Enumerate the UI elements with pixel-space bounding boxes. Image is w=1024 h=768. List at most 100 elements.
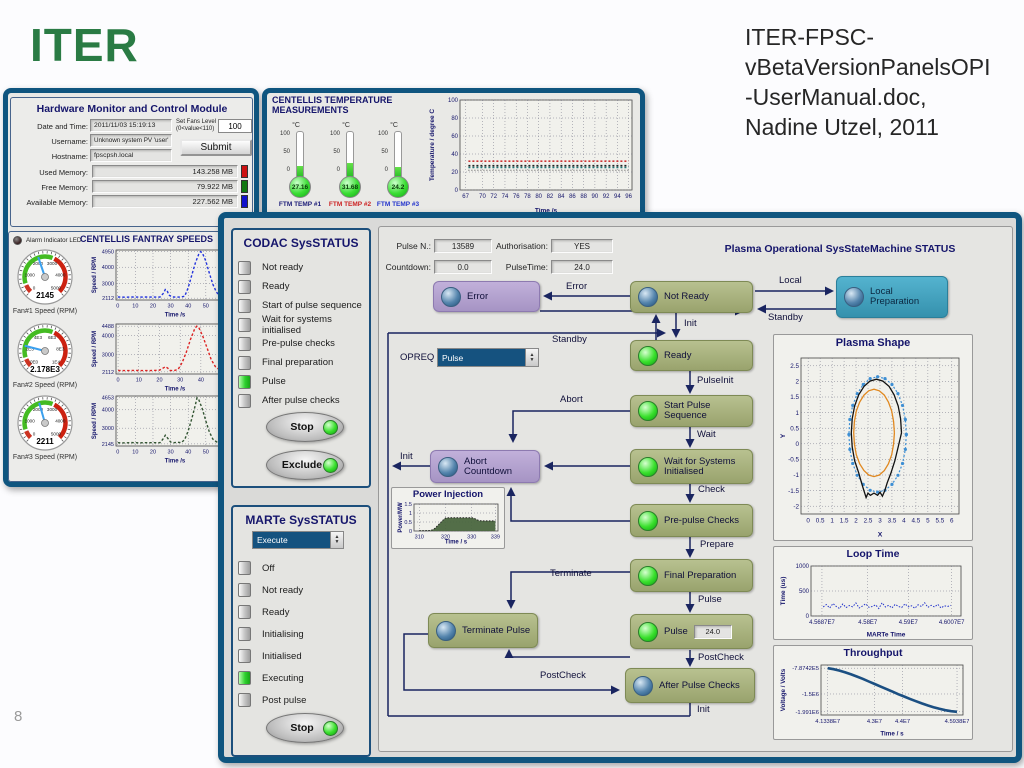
svg-text:1.5: 1.5 xyxy=(790,394,799,401)
svg-text:0: 0 xyxy=(117,378,120,384)
spinner-icon[interactable]: ▲ ▼ xyxy=(525,349,538,366)
status-item: Ready xyxy=(238,277,368,296)
status-item-label: Initialised xyxy=(262,650,302,662)
svg-text:40: 40 xyxy=(185,304,191,310)
svg-text:X: X xyxy=(878,532,883,539)
status-led-icon xyxy=(238,279,251,294)
svg-text:2: 2 xyxy=(854,517,858,524)
username-field: Unknown system PV 'user' xyxy=(90,134,172,147)
svg-text:0: 0 xyxy=(806,614,810,620)
svg-text:3000: 3000 xyxy=(102,353,114,359)
svg-text:4.5687E7: 4.5687E7 xyxy=(809,620,835,626)
svg-text:Time (us): Time (us) xyxy=(780,577,787,606)
thermometer-value: 24.2 xyxy=(387,176,409,198)
svg-text:10: 10 xyxy=(132,450,138,456)
svg-text:2.178E3: 2.178E3 xyxy=(30,365,60,374)
submit-button[interactable]: Submit xyxy=(180,139,252,156)
edge-label-postcheck: PostCheck xyxy=(698,652,744,663)
used-memory-label: Used Memory: xyxy=(39,168,88,177)
svg-text:310: 310 xyxy=(415,535,424,541)
scale-100: 100 xyxy=(279,131,290,137)
svg-text:1000: 1000 xyxy=(25,418,36,423)
state-pulse: Pulse 24.0 xyxy=(630,614,753,649)
state-label: Not Ready xyxy=(664,291,709,303)
page-number: 8 xyxy=(14,708,23,725)
svg-text:Voltage / Volts: Voltage / Volts xyxy=(780,668,787,711)
edge-label-standby: Standby xyxy=(768,312,803,323)
alarm-led-icon xyxy=(13,236,22,245)
status-led-icon xyxy=(238,374,251,389)
opreq-dropdown[interactable]: Pulse ▲ ▼ xyxy=(437,348,539,367)
svg-text:30: 30 xyxy=(168,304,174,310)
status-item: Initialising xyxy=(238,623,368,645)
svg-text:2000: 2000 xyxy=(33,261,44,266)
spinner-icon[interactable]: ▲ ▼ xyxy=(330,532,343,548)
status-item: Start of pulse sequence xyxy=(238,296,368,315)
state-after-pulse-checks: After Pulse Checks xyxy=(625,668,755,703)
svg-text:20: 20 xyxy=(150,450,156,456)
svg-text:4.6007E7: 4.6007E7 xyxy=(939,620,965,626)
status-item: After pulse checks xyxy=(238,391,368,410)
edge-label-error: Error xyxy=(566,281,588,292)
codac-stop-button[interactable]: Stop xyxy=(266,412,344,442)
svg-text:Time /s: Time /s xyxy=(535,208,558,215)
svg-text:3000: 3000 xyxy=(47,407,58,412)
fan3-caption: Fan#3 Speed (RPM) xyxy=(12,454,78,461)
fan2-chart: 010203040502112300040004488Time /sSpeed … xyxy=(92,323,235,392)
free-memory-field: 79.922 MB xyxy=(92,180,238,193)
plasma-shape-chart: 0 0.5 1 1.5 2 2.5 3 3.5 4 4.5 5 5.5 6 -2 -1.5 -1 -0.5 0 0.… xyxy=(780,357,960,539)
status-item-label: Pre-pulse checks xyxy=(262,338,335,349)
state-local-preparation: Local Preparation xyxy=(836,276,948,318)
svg-text:2.5: 2.5 xyxy=(864,517,873,524)
status-led-icon xyxy=(238,561,251,575)
state-label: After Pulse Checks xyxy=(659,679,740,691)
svg-text:4000: 4000 xyxy=(55,272,66,277)
svg-text:Time / s: Time / s xyxy=(880,731,904,738)
svg-text:40: 40 xyxy=(198,378,204,384)
iter-logo: ITER xyxy=(30,19,139,71)
svg-text:20: 20 xyxy=(150,304,156,310)
svg-text:88: 88 xyxy=(580,194,587,200)
edge-label-postcheck-2: PostCheck xyxy=(540,670,586,681)
free-memory-label: Free Memory: xyxy=(41,183,88,192)
svg-text:1000: 1000 xyxy=(796,564,810,570)
throughput-title: Throughput xyxy=(843,647,903,659)
svg-text:0.5: 0.5 xyxy=(816,517,825,524)
marte-mode-dropdown[interactable]: Execute ▲ ▼ xyxy=(252,531,344,549)
scale-100: 100 xyxy=(329,131,340,137)
marte-stop-button[interactable]: Stop xyxy=(266,713,344,743)
svg-text:4488: 4488 xyxy=(102,324,114,330)
username-label: Username: xyxy=(51,137,88,146)
svg-text:67: 67 xyxy=(462,194,469,200)
status-led-icon xyxy=(238,393,251,408)
svg-text:92: 92 xyxy=(603,194,610,200)
status-item: Executing xyxy=(238,667,368,689)
led-icon xyxy=(638,621,658,642)
svg-text:30: 30 xyxy=(168,450,174,456)
svg-text:-2: -2 xyxy=(793,503,799,510)
alarm-led-label: Alarm Indicator LED xyxy=(26,237,82,244)
status-led-icon xyxy=(238,605,251,619)
status-item-label: Ready xyxy=(262,281,290,292)
svg-text:0: 0 xyxy=(455,188,459,194)
led-icon xyxy=(638,287,658,307)
scale-0: 0 xyxy=(336,167,340,173)
dropdown-value: Execute xyxy=(253,532,330,548)
svg-text:2112: 2112 xyxy=(102,370,114,376)
codac-exclude-button[interactable]: Exclude xyxy=(266,450,344,480)
led-icon xyxy=(638,456,658,477)
svg-text:8E3: 8E3 xyxy=(56,346,65,351)
svg-text:84: 84 xyxy=(558,194,565,200)
countdown-field: 0.0 xyxy=(434,260,492,274)
svg-text:0: 0 xyxy=(33,286,36,291)
status-led-icon xyxy=(238,355,251,370)
power-injection-title: Power Injection xyxy=(412,489,484,500)
marte-status-list: Off Not ready Ready Initialising Initialised… xyxy=(238,557,368,711)
svg-text:72: 72 xyxy=(490,194,497,200)
status-item: Final preparation xyxy=(238,353,368,372)
fans-level-input[interactable] xyxy=(218,119,252,133)
caption-line: ITER-FPSC- xyxy=(745,24,875,50)
svg-text:0E0: 0E0 xyxy=(30,360,39,365)
